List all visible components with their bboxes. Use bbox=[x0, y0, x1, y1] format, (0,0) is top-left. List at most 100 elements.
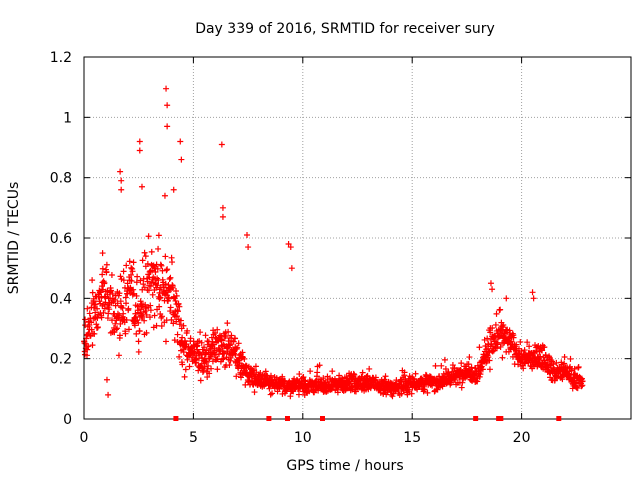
data-point bbox=[187, 335, 194, 342]
gap-marker bbox=[556, 416, 562, 421]
data-point bbox=[99, 250, 106, 257]
data-point bbox=[421, 386, 428, 393]
data-point bbox=[156, 303, 163, 310]
data-point bbox=[541, 344, 548, 351]
data-point bbox=[359, 369, 366, 376]
data-point bbox=[148, 248, 155, 255]
data-point bbox=[124, 290, 131, 297]
data-point bbox=[122, 330, 129, 337]
data-point bbox=[181, 373, 188, 380]
data-point bbox=[233, 373, 240, 380]
y-tick-labels: 0 0.2 0.4 0.6 0.8 1 1.2 bbox=[50, 50, 72, 428]
data-point bbox=[208, 342, 215, 349]
data-point bbox=[129, 268, 136, 275]
data-point bbox=[491, 336, 498, 343]
data-point bbox=[116, 290, 123, 297]
data-point bbox=[398, 378, 405, 385]
data-point bbox=[176, 353, 183, 360]
data-point bbox=[114, 300, 121, 307]
data-point bbox=[137, 298, 144, 305]
data-point bbox=[164, 289, 171, 296]
data-point bbox=[82, 316, 89, 323]
data-point bbox=[218, 337, 225, 344]
y-tick-label: 1.2 bbox=[50, 50, 72, 66]
data-point bbox=[441, 356, 448, 363]
data-point bbox=[138, 183, 145, 190]
data-point bbox=[154, 282, 161, 289]
data-point bbox=[352, 388, 359, 395]
data-point bbox=[152, 269, 159, 276]
data-point bbox=[267, 391, 274, 398]
data-point bbox=[214, 366, 221, 373]
data-point bbox=[497, 343, 504, 350]
data-point bbox=[164, 266, 171, 273]
data-point bbox=[197, 329, 204, 336]
data-point bbox=[238, 374, 245, 381]
data-point bbox=[128, 277, 135, 284]
data-point bbox=[173, 292, 180, 299]
data-point bbox=[442, 366, 449, 373]
data-point bbox=[424, 389, 431, 396]
data-point bbox=[537, 353, 544, 360]
data-point bbox=[163, 85, 170, 92]
data-point bbox=[118, 177, 125, 184]
gap-marker bbox=[284, 416, 290, 421]
data-point bbox=[406, 386, 413, 393]
data-point bbox=[524, 339, 531, 346]
data-point bbox=[134, 317, 141, 324]
data-point bbox=[234, 344, 241, 351]
data-point bbox=[219, 356, 226, 363]
data-point bbox=[153, 322, 160, 329]
data-point bbox=[301, 377, 308, 384]
data-point bbox=[296, 371, 303, 378]
data-point bbox=[98, 314, 105, 321]
data-point bbox=[408, 390, 415, 397]
data-point bbox=[103, 261, 110, 268]
data-point bbox=[518, 347, 525, 354]
data-point bbox=[119, 305, 126, 312]
y-tick-label: 1 bbox=[63, 110, 72, 126]
data-point bbox=[174, 331, 181, 338]
data-point bbox=[476, 373, 483, 380]
data-point bbox=[230, 338, 237, 345]
data-point bbox=[503, 295, 510, 302]
data-point bbox=[112, 320, 119, 327]
data-point bbox=[307, 368, 314, 375]
data-point bbox=[174, 308, 181, 315]
data-point bbox=[116, 312, 123, 319]
data-point bbox=[567, 355, 574, 362]
data-point bbox=[105, 391, 112, 398]
data-point bbox=[251, 389, 258, 396]
data-point bbox=[522, 360, 529, 367]
data-point bbox=[232, 335, 239, 342]
data-point bbox=[175, 300, 182, 307]
data-point bbox=[316, 362, 323, 369]
data-point bbox=[144, 278, 151, 285]
gap-marker bbox=[173, 416, 179, 421]
data-point bbox=[129, 291, 136, 298]
data-point bbox=[329, 368, 336, 375]
data-point bbox=[136, 138, 143, 145]
data-point bbox=[180, 322, 187, 329]
data-point bbox=[227, 341, 234, 348]
y-axis-label: SRMTID / TECUs bbox=[6, 182, 22, 295]
data-point bbox=[88, 319, 95, 326]
data-point bbox=[531, 354, 538, 361]
data-point bbox=[117, 320, 124, 327]
data-point bbox=[244, 231, 251, 238]
data-point bbox=[103, 268, 110, 275]
data-point bbox=[226, 361, 233, 368]
x-tick-label: 0 bbox=[80, 430, 89, 446]
data-point bbox=[139, 313, 146, 320]
data-point bbox=[94, 324, 101, 331]
data-point bbox=[159, 313, 166, 320]
data-point bbox=[188, 354, 195, 361]
data-point bbox=[92, 309, 99, 316]
data-point bbox=[228, 332, 235, 339]
data-point bbox=[162, 253, 169, 260]
data-point bbox=[99, 265, 106, 272]
data-point bbox=[108, 272, 115, 279]
data-point bbox=[220, 355, 227, 362]
data-point bbox=[486, 357, 493, 364]
data-point bbox=[561, 360, 568, 367]
